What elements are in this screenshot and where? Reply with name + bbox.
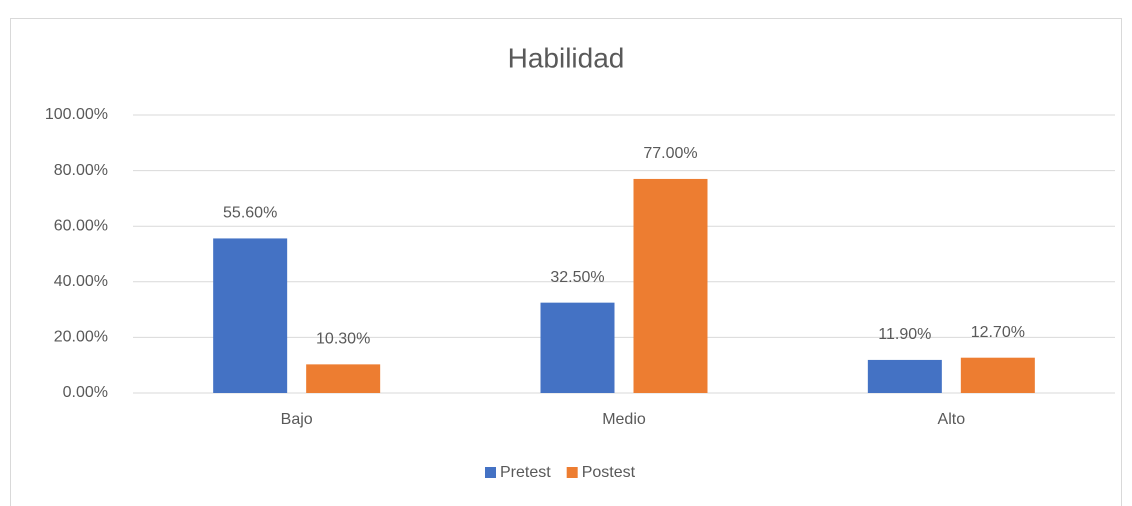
data-label: 11.90% bbox=[878, 326, 931, 343]
bar bbox=[960, 357, 1035, 393]
y-tick-label: 0.00% bbox=[63, 384, 108, 401]
data-label: 77.00% bbox=[643, 145, 697, 162]
bar bbox=[306, 364, 381, 393]
chart-frame bbox=[10, 18, 1122, 506]
data-label: 12.70% bbox=[971, 324, 1025, 341]
x-tick-label: Medio bbox=[602, 411, 646, 428]
bar bbox=[540, 302, 615, 393]
data-label: 32.50% bbox=[550, 269, 604, 286]
chart-title: Habilidad bbox=[508, 42, 625, 73]
y-tick-label: 60.00% bbox=[54, 217, 108, 234]
y-tick-label: 40.00% bbox=[54, 273, 108, 290]
y-tick-label: 100.00% bbox=[45, 106, 108, 123]
legend-label: Pretest bbox=[500, 464, 551, 481]
bar bbox=[633, 178, 708, 393]
bar bbox=[867, 359, 942, 393]
data-label: 55.60% bbox=[223, 205, 277, 222]
x-tick-label: Alto bbox=[938, 411, 966, 428]
y-tick-label: 20.00% bbox=[54, 329, 108, 346]
data-label: 10.30% bbox=[316, 331, 370, 348]
legend-swatch bbox=[485, 467, 496, 478]
legend-label: Postest bbox=[582, 464, 636, 481]
x-tick-label: Bajo bbox=[281, 411, 313, 428]
y-tick-label: 80.00% bbox=[54, 162, 108, 179]
legend-swatch bbox=[566, 467, 578, 478]
bar bbox=[213, 238, 288, 393]
